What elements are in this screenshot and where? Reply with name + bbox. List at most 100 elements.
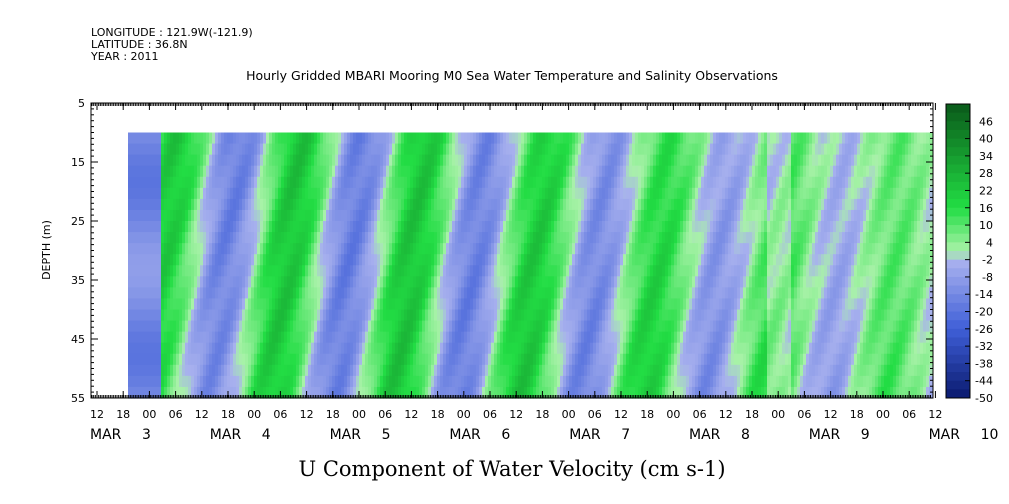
heatmap-cell [662, 165, 666, 178]
heatmap-cell [299, 320, 303, 333]
heatmap-cell [452, 243, 456, 255]
heatmap-cell [260, 342, 264, 355]
heatmap-cell [398, 375, 402, 388]
heatmap-cell [302, 287, 306, 300]
heatmap-cell [212, 165, 216, 178]
heatmap-cell [386, 198, 390, 211]
heatmap-cell [326, 143, 330, 156]
heatmap-cell [743, 375, 747, 388]
heatmap-cell [650, 143, 654, 156]
heatmap-cell [530, 187, 534, 200]
heatmap-cell [650, 221, 654, 233]
heatmap-cell [272, 187, 276, 200]
heatmap-cell [269, 287, 273, 300]
heatmap-cell [137, 298, 141, 311]
heatmap-cell [602, 132, 606, 145]
heatmap-cell [314, 386, 318, 399]
heatmap-cell [728, 331, 732, 344]
heatmap-cell [152, 298, 156, 311]
heatmap-cell [284, 309, 288, 322]
heatmap-cell [128, 221, 132, 233]
heatmap-cell [332, 187, 336, 200]
heatmap-cell [179, 287, 183, 300]
heatmap-cell [512, 353, 516, 366]
heatmap-cell [272, 198, 276, 211]
heatmap-cell [317, 143, 321, 156]
heatmap-cell [710, 265, 714, 277]
heatmap-cell [575, 276, 579, 288]
heatmap-cell [707, 254, 711, 266]
heatmap-cell [605, 265, 609, 277]
heatmap-cell [470, 132, 474, 145]
heatmap-cell [368, 132, 372, 145]
heatmap-cell [608, 243, 612, 255]
heatmap-cell [194, 298, 198, 311]
heatmap-cell [224, 132, 228, 145]
heatmap-cell [203, 364, 207, 377]
heatmap-cell [317, 132, 321, 145]
heatmap-cell [272, 232, 276, 244]
heatmap-cell [338, 165, 342, 178]
heatmap-cell [659, 375, 663, 388]
heatmap-cell [140, 320, 144, 333]
heatmap-cell [410, 353, 414, 366]
heatmap-cell [608, 309, 612, 322]
heatmap-cell [455, 309, 459, 322]
heatmap-cell [440, 353, 444, 366]
heatmap-cell [494, 154, 498, 167]
heatmap-cell [575, 309, 579, 322]
heatmap-cell [479, 276, 483, 288]
heatmap-cell [683, 254, 687, 266]
heatmap-cell [743, 353, 747, 366]
heatmap-cell [620, 143, 624, 156]
heatmap-cell [482, 364, 486, 377]
heatmap-cell [521, 221, 525, 233]
heatmap-cell [131, 287, 135, 300]
heatmap-cell [593, 243, 597, 255]
heatmap-cell [458, 265, 462, 277]
heatmap-cell [401, 386, 405, 399]
heatmap-cell [173, 132, 177, 145]
heatmap-cell [554, 353, 558, 366]
heatmap-cell [524, 232, 528, 244]
heatmap-cell [236, 353, 240, 366]
heatmap-cell [716, 232, 720, 244]
heatmap-cell [554, 364, 558, 377]
heatmap-cell [173, 353, 177, 366]
heatmap-cell [743, 187, 747, 200]
heatmap-cell [632, 375, 636, 388]
heatmap-cell [179, 265, 183, 277]
heatmap-cell [290, 353, 294, 366]
heatmap-cell [593, 364, 597, 377]
heatmap-cell [632, 243, 636, 255]
heatmap-cell [587, 342, 591, 355]
heatmap-cell [482, 276, 486, 288]
heatmap-cell [392, 276, 396, 288]
heatmap-cell [143, 154, 147, 167]
heatmap-cell [569, 187, 573, 200]
heatmap-cell [167, 143, 171, 156]
heatmap-cell [662, 287, 666, 300]
heatmap-cell [458, 254, 462, 266]
heatmap-cell [461, 375, 465, 388]
heatmap-cell [578, 132, 582, 145]
heatmap-cell [533, 198, 537, 211]
heatmap-cell [275, 386, 279, 399]
heatmap-cell [677, 254, 681, 266]
heatmap-cell [170, 353, 174, 366]
heatmap-cell [212, 364, 216, 377]
heatmap-cell [374, 143, 378, 156]
heatmap-cell [269, 298, 273, 311]
heatmap-cell [359, 198, 363, 211]
heatmap-cell [425, 209, 429, 222]
heatmap-cell [506, 154, 510, 167]
heatmap-cell [131, 232, 135, 244]
heatmap-cell [491, 353, 495, 366]
heatmap-cell [446, 232, 450, 244]
heatmap-cell [272, 320, 276, 333]
heatmap-cell [200, 232, 204, 244]
heatmap-cell [623, 320, 627, 333]
heatmap-cell [656, 221, 660, 233]
heatmap-cell [536, 198, 540, 211]
heatmap-cell [563, 364, 567, 377]
